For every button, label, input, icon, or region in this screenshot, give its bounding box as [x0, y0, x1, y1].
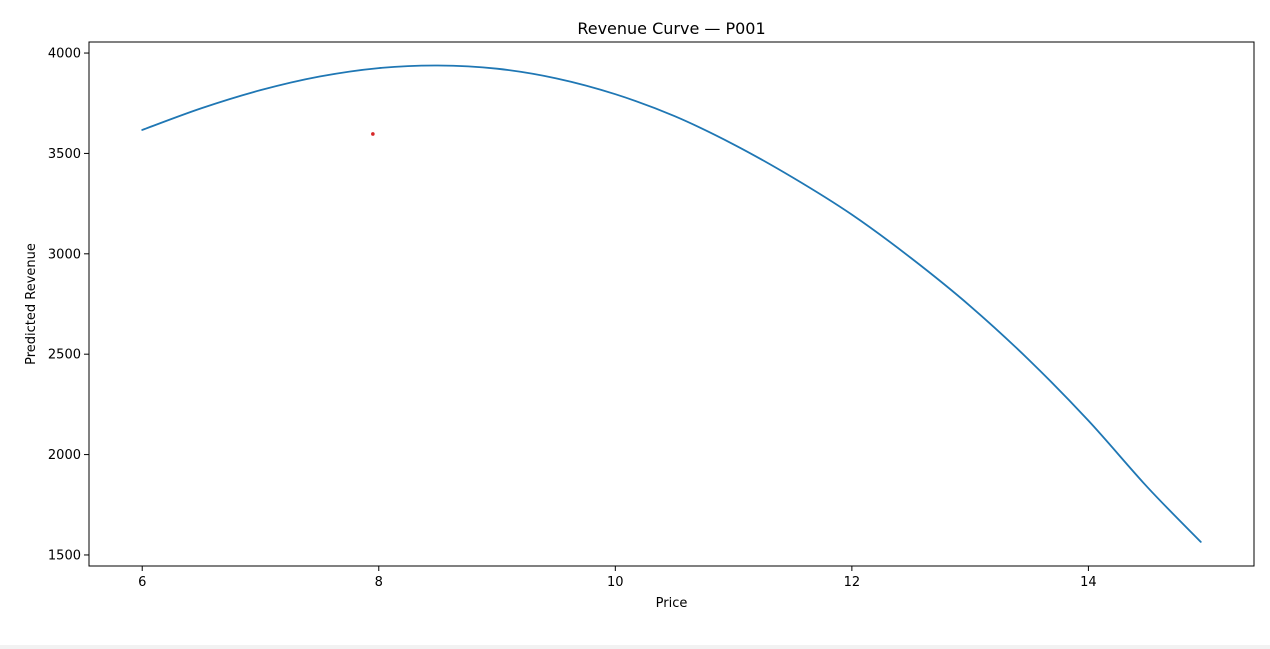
chart-title: Revenue Curve — P001 — [577, 19, 765, 38]
y-axis-label: Predicted Revenue — [24, 243, 39, 365]
y-tick-label: 4000 — [48, 47, 81, 62]
y-tick-label: 1500 — [48, 548, 81, 563]
bottom-strip — [0, 645, 1270, 649]
x-tick-label: 8 — [375, 575, 383, 590]
x-tick-label: 10 — [607, 575, 624, 590]
current-price-point — [371, 132, 375, 136]
revenue-curve-line — [141, 64, 1202, 543]
points-layer — [371, 132, 375, 136]
y-tick-label: 2500 — [48, 348, 81, 363]
y-tick-label: 3500 — [48, 147, 81, 162]
x-tick-label: 12 — [844, 575, 861, 590]
y-tick-label: 3000 — [48, 247, 81, 262]
x-tick-label: 14 — [1080, 575, 1097, 590]
y-tick-label: 2000 — [48, 448, 81, 463]
x-tick-label: 6 — [138, 575, 146, 590]
plot-area-frame — [88, 41, 1255, 567]
x-axis-label: Price — [656, 596, 688, 611]
series-layer — [141, 64, 1202, 543]
x-axis-ticks: 6 8 10 12 14 — [138, 566, 1097, 590]
y-axis-ticks: 1500 2000 2500 3000 3500 4000 — [48, 47, 89, 563]
